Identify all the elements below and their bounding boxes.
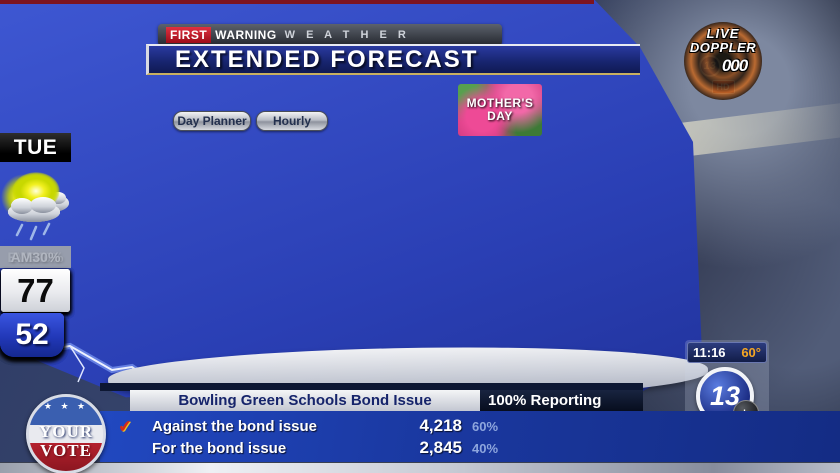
current-temp: 60° xyxy=(741,345,761,360)
winner-check-icon: ✔ xyxy=(117,416,134,437)
result-votes: 2,845 xyxy=(419,438,462,457)
result-label: For the bond issue xyxy=(152,439,287,457)
ticker-headline: Bowling Green Schools Bond Issue xyxy=(130,390,480,411)
low-temp-tue: 52 xyxy=(0,313,64,357)
brand-weather: W E A T H E R xyxy=(284,29,410,41)
live-doppler-logo: LIVE DOPPLER 13 000 HD xyxy=(678,20,768,104)
mothers-day-line2: DAY xyxy=(487,109,513,123)
result-percent: 40% xyxy=(472,440,499,456)
mothers-day-graphic: MOTHER'S DAY xyxy=(458,84,542,136)
high-temp: 77 xyxy=(1,269,70,312)
station-bug: 11:16 60° 13 abc xyxy=(685,340,769,426)
badge-stars-icon: ★ ★ ★ xyxy=(43,401,89,411)
clock-temp-bar: 11:16 60° xyxy=(687,342,767,363)
day-planner-button[interactable]: Day Planner xyxy=(173,111,251,131)
result-label: Against the bond issue xyxy=(152,417,318,435)
day-label: TUE xyxy=(0,133,71,162)
check-spacer xyxy=(118,446,152,450)
brand-first: FIRST xyxy=(166,27,212,43)
brand-warning: WARNING xyxy=(215,28,277,42)
precip-chance xyxy=(0,246,71,268)
result-percent: 60% xyxy=(472,418,499,434)
result-votes: 4,218 xyxy=(419,416,462,435)
weather-icon-clouds-sun xyxy=(0,163,71,246)
ticker-top-strip xyxy=(100,383,643,391)
mothers-day-line1: MOTHER'S xyxy=(466,96,534,110)
forecast-column-tue: TUE 77 xyxy=(0,133,71,313)
doppler-live-label: LIVE xyxy=(706,26,740,41)
ticker-results-panel: ✔ Against the bond issue 4,218 60% For t… xyxy=(100,411,840,462)
doppler-name-label: DOPPLER xyxy=(689,40,757,55)
ticker-reporting: 100% Reporting xyxy=(480,390,643,411)
result-row-against: ✔ Against the bond issue 4,218 60% xyxy=(117,415,818,437)
doppler-zeros: 000 xyxy=(721,56,748,75)
hourly-button[interactable]: Hourly xyxy=(256,111,328,131)
badge-your-label: YOUR xyxy=(38,422,94,441)
badge-vote-label: VOTE xyxy=(40,441,92,460)
your-vote-badge: ★ ★ ★ YOUR VOTE xyxy=(26,394,106,473)
top-edge-strip xyxy=(0,0,594,4)
bottom-silver-strip xyxy=(0,462,840,473)
page-title-bar: EXTENDED FORECAST xyxy=(146,44,640,75)
current-time: 11:16 xyxy=(693,345,726,360)
result-row-for: For the bond issue 2,845 40% xyxy=(118,437,818,459)
first-warning-banner: FIRST WARNING W E A T H E R xyxy=(158,24,502,46)
radar-disc-icon xyxy=(684,22,762,100)
page-title: EXTENDED FORECAST xyxy=(175,45,479,73)
